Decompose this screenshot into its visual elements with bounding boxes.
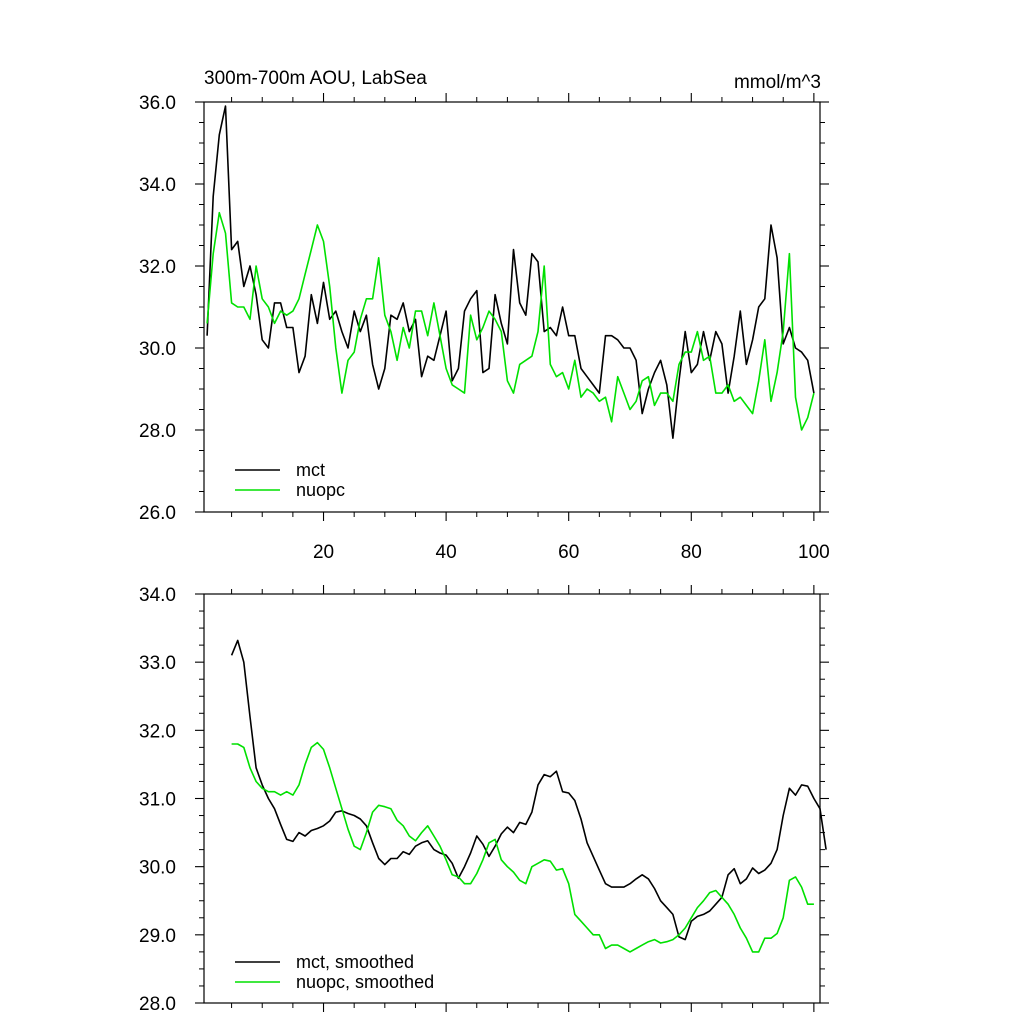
top-xtick-label: 40 xyxy=(436,542,457,563)
bottom-series-lines xyxy=(230,639,827,953)
top-ytick-label: 32.0 xyxy=(139,257,176,278)
top-ytick-label: 30.0 xyxy=(139,339,176,360)
bottom-legend: mct, smoothed nuopc, smoothed xyxy=(235,952,434,992)
bottom-axis-ticks: 28.0 29.0 30.0 31.0 32.0 33.0 34.0 xyxy=(139,585,829,1015)
legend-label-mct-smoothed: mct, smoothed xyxy=(296,952,414,972)
top-xtick-label: 100 xyxy=(798,542,830,563)
bottom-ytick-label: 31.0 xyxy=(139,790,176,811)
legend-label-nuopc: nuopc xyxy=(296,480,345,500)
bottom-plot-frame xyxy=(203,593,821,1004)
series-line-nuopc xyxy=(206,211,815,431)
chart-title: 300m-700m AOU, LabSea xyxy=(204,68,427,89)
top-axis-ticks: 26.0 28.0 30.0 32.0 34.0 36.0 20 40 60 80 100 xyxy=(139,93,830,563)
top-ytick-label: 34.0 xyxy=(139,175,176,196)
top-ytick-label: 28.0 xyxy=(139,421,176,442)
top-xtick-label: 60 xyxy=(558,542,579,563)
legend-label-nuopc-smoothed: nuopc, smoothed xyxy=(296,972,434,992)
top-xtick-label: 20 xyxy=(313,542,334,563)
legend-label-mct: mct xyxy=(296,460,325,480)
bottom-ytick-label: 32.0 xyxy=(139,721,176,742)
bottom-ytick-label: 28.0 xyxy=(139,994,176,1015)
top-ytick-label: 26.0 xyxy=(139,503,176,524)
bottom-ytick-label: 30.0 xyxy=(139,858,176,879)
series-line-nuopc-smoothed xyxy=(231,741,814,953)
bottom-ytick-label: 33.0 xyxy=(139,653,176,674)
series-line-mct-smoothed xyxy=(230,639,827,941)
top-ytick-label: 36.0 xyxy=(139,93,176,114)
units-label: mmol/m^3 xyxy=(734,72,821,93)
bottom-ytick-label: 34.0 xyxy=(139,585,176,606)
top-plot-frame xyxy=(203,101,821,513)
bottom-ytick-label: 29.0 xyxy=(139,926,176,947)
top-series-lines xyxy=(206,105,815,440)
top-legend: mct nuopc xyxy=(235,460,345,500)
bottom-panel: 28.0 29.0 30.0 31.0 32.0 33.0 34.0 mct, smooth… xyxy=(139,585,829,1015)
series-line-mct xyxy=(206,105,815,440)
top-panel: 300m-700m AOU, LabSea mmol/m^3 26.0 28.0 3… xyxy=(139,68,830,563)
top-xtick-label: 80 xyxy=(681,542,702,563)
